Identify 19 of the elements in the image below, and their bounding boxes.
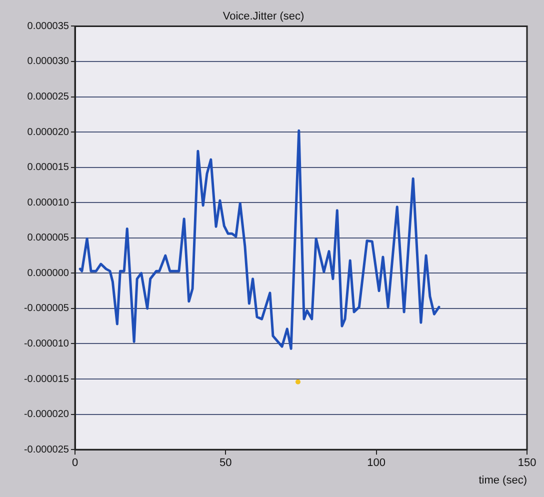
x-axis-title: time (sec)	[478, 474, 527, 486]
x-tick-label: 100	[367, 457, 386, 470]
y-tick-label: -0.000015	[24, 374, 70, 385]
y-tick-label: 0.000000	[27, 268, 70, 279]
y-tick-label: 0.000035	[27, 20, 70, 32]
x-tick-label: 0	[72, 457, 78, 470]
y-tick-label: -0.000020	[24, 409, 70, 420]
y-tick-label: 0.000030	[27, 56, 70, 68]
y-tick-label: -0.000010	[24, 338, 70, 350]
y-tick-label: -0.000025	[24, 444, 70, 456]
y-tick-label: 0.000015	[27, 162, 70, 174]
y-tick-label: 0.000010	[27, 197, 70, 208]
x-tick-label: 50	[220, 457, 232, 470]
chart-title: Voice.Jitter (sec)	[222, 10, 304, 23]
y-tick-label: -0.000005	[24, 303, 70, 314]
y-tick-label: 0.000025	[27, 92, 70, 103]
y-tick-label: 0.000020	[27, 126, 70, 138]
x-tick-label: 150	[518, 457, 536, 470]
y-tick-label: 0.000005	[27, 232, 70, 244]
